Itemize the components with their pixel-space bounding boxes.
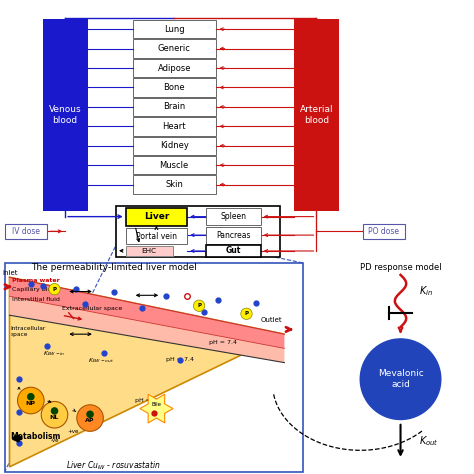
Text: Bile: Bile [151,402,162,407]
Text: Arterial
blood: Arterial blood [300,105,333,125]
Text: Brain: Brain [163,102,185,111]
Circle shape [41,401,68,428]
Text: P: P [53,287,56,292]
Text: pH = 7.4: pH = 7.4 [209,340,237,345]
Circle shape [51,407,58,415]
Bar [126,208,187,226]
Text: Plasma water: Plasma water [12,278,60,283]
Text: Interstitial fluid: Interstitial fluid [12,297,60,302]
Text: Metabolism: Metabolism [10,432,61,440]
Text: Portal vein: Portal vein [136,232,177,240]
Circle shape [86,410,94,418]
Circle shape [49,283,60,295]
Text: Kidney: Kidney [160,141,189,150]
Text: NP: NP [26,401,36,406]
Text: PO dose: PO dose [368,227,400,236]
Circle shape [27,393,35,401]
Text: Pancreas: Pancreas [216,231,251,239]
Text: Inlet: Inlet [2,270,18,275]
Text: EHC: EHC [142,248,157,254]
Polygon shape [9,277,284,348]
Text: Mevalonic
acid: Mevalonic acid [378,370,423,389]
Circle shape [18,387,44,414]
Circle shape [241,308,252,319]
Bar [133,59,216,77]
Text: Capillary blood: Capillary blood [12,287,59,292]
Text: $K_{EW-out}$: $K_{EW-out}$ [88,356,114,365]
Text: Muscle: Muscle [160,161,189,170]
Text: Outlet: Outlet [260,317,282,323]
Text: Generic: Generic [158,44,191,53]
Text: Intracellular
space: Intracellular space [10,327,46,337]
Bar [133,20,216,38]
Text: Bone: Bone [164,83,185,92]
Text: Extracellular space: Extracellular space [62,306,122,310]
Text: Liver: Liver [144,212,169,221]
Text: AP: AP [85,419,95,423]
Text: pH = 7: pH = 7 [135,398,157,403]
Bar [126,246,173,256]
Text: NL: NL [50,415,59,420]
Bar [5,263,303,472]
Text: pH = 7.4: pH = 7.4 [166,357,194,362]
Text: $K_{in}$: $K_{in}$ [419,284,434,299]
Text: $K_{out}$: $K_{out}$ [419,434,439,448]
Text: P: P [245,311,248,316]
Text: Gut: Gut [226,246,241,255]
Bar [43,19,88,211]
Polygon shape [9,296,284,363]
Bar [133,78,216,97]
Text: Spleen: Spleen [220,212,246,221]
Text: IV dose: IV dose [12,227,40,236]
Text: Lung: Lung [164,25,184,34]
Text: PD response model: PD response model [360,264,441,272]
Text: Heart: Heart [163,122,186,131]
Bar [133,98,216,116]
Bar [116,206,280,257]
Bar [206,245,261,257]
Text: P: P [197,303,201,308]
Circle shape [193,300,205,311]
Text: Adipose: Adipose [157,64,191,73]
Polygon shape [9,277,284,467]
Bar [363,224,405,239]
Text: +ve: +ve [68,429,79,434]
Bar [133,117,216,136]
Text: -ve: -ve [50,438,59,443]
Text: Venous
blood: Venous blood [49,105,82,125]
Bar [133,175,216,194]
Text: Liver $Cu_{IW}$ - rosuvastatin: Liver $Cu_{IW}$ - rosuvastatin [66,459,161,472]
Bar [126,228,187,244]
Text: The permeability-limited liver model: The permeability-limited liver model [31,264,197,272]
Bar [133,137,216,155]
Text: $K_{EW-in}$: $K_{EW-in}$ [43,349,65,357]
Circle shape [77,405,103,431]
Polygon shape [140,394,173,423]
Circle shape [360,339,441,419]
Bar [294,19,339,211]
Bar [133,156,216,174]
Bar [206,208,261,225]
Bar [133,39,216,58]
Text: Skin: Skin [165,180,183,189]
Bar [5,224,47,239]
Bar [206,227,261,244]
